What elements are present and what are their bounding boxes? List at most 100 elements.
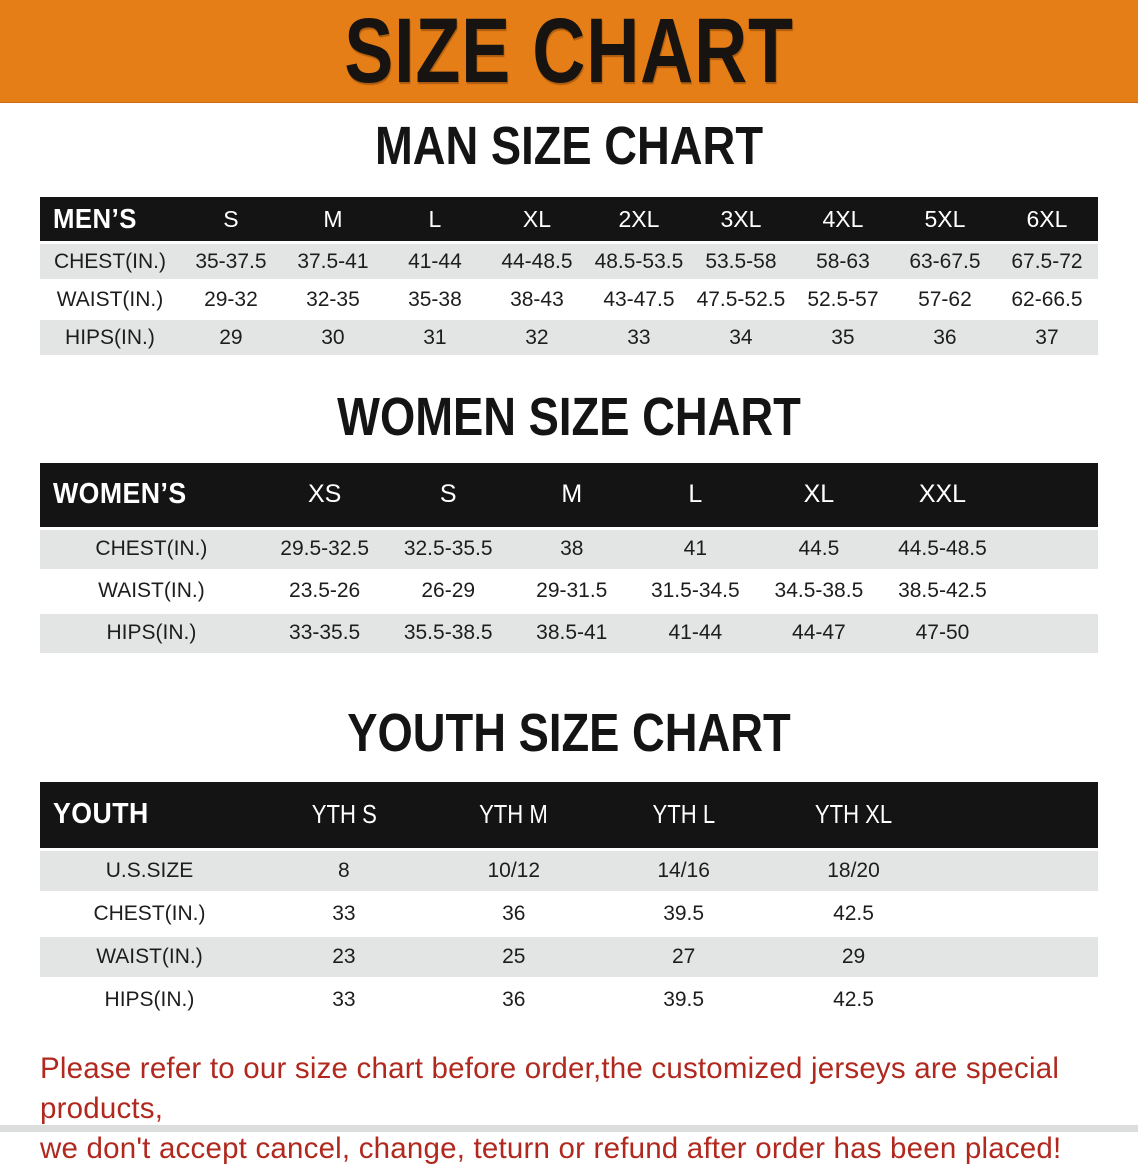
size-column-header-text: 3XL: [720, 205, 762, 232]
size-column-header: YTH M: [428, 781, 599, 848]
measurement-value: 32: [485, 320, 588, 356]
measurement-label: CHEST(IN.): [40, 244, 180, 280]
size-column-header: S: [386, 462, 510, 527]
measurement-value: 29: [179, 320, 282, 356]
table-header-row: WOMEN’S XS S M L XL XXL: [40, 462, 1098, 527]
table-header-row: MEN’S S M L XL 2XL 3XL 4XL 5XL 6XL: [40, 197, 1098, 242]
measurement-value: 62-66.5: [995, 282, 1098, 318]
size-column-header: 2XL: [587, 197, 690, 242]
measurement-value: 44-48.5: [485, 244, 588, 280]
row-spacer-cell: [938, 979, 1098, 1020]
measurement-label: CHEST(IN.): [40, 529, 263, 569]
table-row: CHEST(IN.) 33 36 39.5 42.5: [40, 893, 1098, 934]
measurement-value: 35.5-38.5: [386, 613, 510, 653]
size-column-header-text: 2XL: [618, 205, 660, 232]
table-row: CHEST(IN.) 35-37.5 37.5-41 41-44 44-48.5 48.5…: [40, 244, 1098, 280]
size-column-header-text: M: [323, 205, 343, 232]
measurement-value: 35-37.5: [179, 244, 282, 280]
measurement-value: 34: [689, 320, 792, 356]
measurement-value: 14/16: [598, 850, 769, 891]
size-column-header-text: 5XL: [924, 205, 966, 232]
table-group-label: WOMEN’S: [40, 462, 263, 527]
row-spacer-cell: [938, 936, 1098, 977]
table-row: WAIST(IN.) 29-32 32-35 35-38 38-43 43-47.5 47.…: [40, 282, 1098, 318]
measurement-value: 31.5-34.5: [633, 571, 758, 611]
measurement-value: 18/20: [768, 850, 939, 891]
size-column-header-text: L: [428, 205, 442, 232]
women-section-heading-text: WOMEN SIZE CHART: [337, 387, 801, 448]
table-row: WAIST(IN.) 23 25 27 29: [40, 936, 1098, 977]
size-column-header: XXL: [880, 462, 1005, 527]
table-row: CHEST(IN.) 29.5-32.5 32.5-35.5 38 41 44.5 44.5…: [40, 529, 1098, 569]
size-column-header: 5XL: [893, 197, 996, 242]
women-section-heading: WOMEN SIZE CHART: [0, 387, 1138, 448]
measurement-value: 34.5-38.5: [757, 571, 881, 611]
measurement-value: 44.5-48.5: [880, 529, 1005, 569]
size-chart-banner: SIZE CHART: [0, 0, 1138, 103]
measurement-value: 47-50: [880, 613, 1005, 653]
measurement-value: 37.5-41: [281, 244, 384, 280]
measurement-value: 36: [428, 893, 599, 934]
measurement-value: 32-35: [281, 282, 384, 318]
measurement-value: 37: [995, 320, 1098, 356]
measurement-value: 44.5: [757, 529, 881, 569]
measurement-value: 57-62: [893, 282, 996, 318]
measurement-label: HIPS(IN.): [40, 613, 263, 653]
row-spacer-cell: [1004, 613, 1098, 653]
measurement-value: 25: [428, 936, 599, 977]
measurement-value: 52.5-57: [791, 282, 894, 318]
measurement-value: 38.5-41: [509, 613, 634, 653]
youth-size-table: YOUTH YTH S YTH M YTH L YTH XL U.S.SIZE 8 10/12…: [40, 779, 1098, 1023]
table-group-label: MEN’S: [40, 197, 180, 242]
measurement-label: WAIST(IN.): [40, 571, 263, 611]
measurement-label: CHEST(IN.): [40, 893, 259, 934]
measurement-value: 26-29: [386, 571, 510, 611]
youth-section-heading: YOUTH SIZE CHART: [0, 705, 1138, 759]
women-size-table: WOMEN’S XS S M L XL XXL CHEST(IN.) 29.5-32.5 32.5…: [40, 460, 1098, 656]
size-column-header: L: [633, 462, 758, 527]
table-group-label-text: YOUTH: [53, 798, 149, 831]
header-spacer-cell: [938, 781, 1098, 848]
table-group-label: YOUTH: [40, 781, 259, 848]
measurement-value: 27: [598, 936, 769, 977]
measurement-value: 41-44: [383, 244, 486, 280]
row-spacer-cell: [1004, 571, 1098, 611]
bottom-edge-strip: [0, 1125, 1138, 1132]
women-size-table-wrap: WOMEN’S XS S M L XL XXL CHEST(IN.) 29.5-32.5 32.5…: [40, 460, 1098, 656]
men-section-heading: MAN SIZE CHART: [0, 116, 1138, 176]
table-row: WAIST(IN.) 23.5-26 26-29 29-31.5 31.5-34.5 34…: [40, 571, 1098, 611]
size-column-header: 3XL: [689, 197, 792, 242]
measurement-value: 44-47: [757, 613, 881, 653]
measurement-value: 33: [258, 893, 429, 934]
measurement-value: 38-43: [485, 282, 588, 318]
measurement-value: 36: [893, 320, 996, 356]
measurement-value: 41: [633, 529, 758, 569]
measurement-value: 29.5-32.5: [262, 529, 387, 569]
size-column-header: L: [383, 197, 486, 242]
measurement-value: 39.5: [598, 893, 769, 934]
men-section-heading-text: MAN SIZE CHART: [374, 116, 764, 176]
table-row: HIPS(IN.) 33 36 39.5 42.5: [40, 979, 1098, 1020]
size-column-header: 4XL: [791, 197, 894, 242]
measurement-value: 53.5-58: [689, 244, 792, 280]
row-spacer-cell: [938, 893, 1098, 934]
measurement-value: 41-44: [633, 613, 758, 653]
table-row: HIPS(IN.) 29 30 31 32 33 34 35 36 37: [40, 320, 1098, 356]
measurement-value: 29-31.5: [509, 571, 634, 611]
disclaimer-line-1: Please refer to our size chart before or…: [40, 1051, 1060, 1125]
size-column-header-text: S: [223, 205, 239, 232]
size-column-header: XL: [757, 462, 881, 527]
size-column-header: YTH S: [258, 781, 429, 848]
men-size-table-wrap: MEN’S S M L XL 2XL 3XL 4XL 5XL 6XL CHEST(IN.) 35-37…: [40, 194, 1098, 358]
measurement-value: 47.5-52.5: [689, 282, 792, 318]
measurement-value: 8: [258, 850, 429, 891]
size-column-header: S: [179, 197, 282, 242]
measurement-label: HIPS(IN.): [40, 979, 259, 1020]
youth-size-table-wrap: YOUTH YTH S YTH M YTH L YTH XL U.S.SIZE 8 10/12…: [40, 779, 1098, 1023]
row-spacer-cell: [938, 850, 1098, 891]
measurement-value: 67.5-72: [995, 244, 1098, 280]
size-column-header: M: [509, 462, 634, 527]
measurement-value: 33: [258, 979, 429, 1020]
measurement-label: WAIST(IN.): [40, 282, 180, 318]
table-group-label-text: WOMEN’S: [53, 478, 187, 511]
